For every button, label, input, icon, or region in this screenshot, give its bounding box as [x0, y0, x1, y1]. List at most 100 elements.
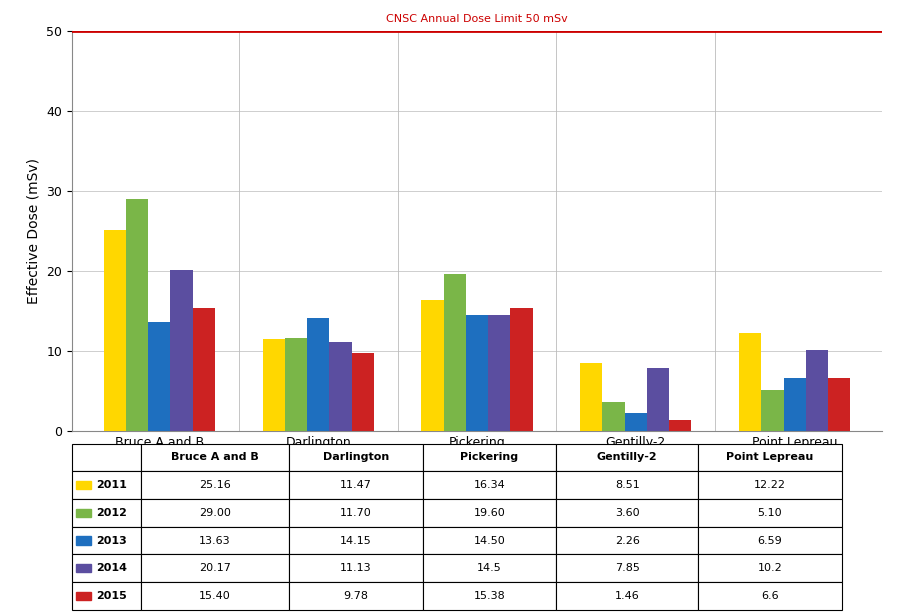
Bar — [72, 444, 141, 471]
Bar — [423, 582, 556, 610]
Text: Point Lepreau: Point Lepreau — [726, 452, 814, 463]
Bar — [76, 564, 91, 572]
Text: 7.85: 7.85 — [615, 563, 640, 573]
Bar — [170, 270, 193, 431]
Bar — [602, 402, 625, 431]
Text: 6.59: 6.59 — [758, 535, 782, 546]
Bar — [784, 378, 806, 431]
Text: 2011: 2011 — [96, 480, 127, 490]
Text: 2013: 2013 — [96, 535, 127, 546]
Text: 25.16: 25.16 — [199, 480, 230, 490]
Bar — [193, 308, 215, 431]
Bar — [444, 274, 466, 431]
Text: 29.00: 29.00 — [199, 508, 231, 518]
Bar — [289, 582, 423, 610]
Bar — [698, 499, 842, 527]
Bar — [141, 582, 289, 610]
Bar — [76, 537, 91, 545]
Bar — [307, 318, 329, 431]
Bar — [488, 315, 510, 431]
Bar — [556, 444, 698, 471]
Text: 20.17: 20.17 — [199, 563, 231, 573]
Text: Gentilly-2: Gentilly-2 — [597, 452, 658, 463]
Bar — [580, 363, 602, 431]
Bar — [141, 527, 289, 554]
Text: 10.2: 10.2 — [758, 563, 782, 573]
Text: 2014: 2014 — [96, 563, 127, 573]
Bar — [289, 444, 423, 471]
Text: 11.70: 11.70 — [340, 508, 372, 518]
Bar — [141, 499, 289, 527]
Bar — [423, 471, 556, 499]
Text: 14.50: 14.50 — [473, 535, 506, 546]
Bar — [263, 339, 284, 431]
Text: Bruce A and B: Bruce A and B — [171, 452, 259, 463]
Bar — [423, 527, 556, 554]
Bar — [625, 413, 647, 431]
Bar — [698, 444, 842, 471]
Text: 5.10: 5.10 — [758, 508, 782, 518]
Text: 11.47: 11.47 — [340, 480, 372, 490]
Bar — [466, 315, 488, 431]
Text: 11.13: 11.13 — [340, 563, 372, 573]
Bar — [423, 554, 556, 582]
Bar — [289, 527, 423, 554]
Bar — [698, 471, 842, 499]
Text: 15.38: 15.38 — [473, 591, 506, 601]
Text: 13.63: 13.63 — [199, 535, 230, 546]
Text: Pickering: Pickering — [461, 452, 518, 463]
Bar — [72, 554, 141, 582]
Text: 2015: 2015 — [96, 591, 127, 601]
Bar — [510, 308, 533, 431]
Bar — [72, 582, 141, 610]
Bar — [806, 349, 828, 431]
Text: CNSC Annual Dose Limit 50 mSv: CNSC Annual Dose Limit 50 mSv — [386, 14, 568, 25]
Bar — [556, 582, 698, 610]
Bar — [556, 471, 698, 499]
Bar — [423, 499, 556, 527]
Bar — [76, 481, 91, 489]
Bar — [647, 368, 670, 431]
Text: 3.60: 3.60 — [615, 508, 640, 518]
Text: 16.34: 16.34 — [473, 480, 506, 490]
Bar — [289, 554, 423, 582]
Text: 8.51: 8.51 — [615, 480, 640, 490]
Text: 2012: 2012 — [96, 508, 127, 518]
Bar — [352, 353, 374, 431]
Text: 12.22: 12.22 — [754, 480, 786, 490]
Bar — [329, 342, 352, 431]
Text: Darlington: Darlington — [323, 452, 389, 463]
Bar — [761, 391, 784, 431]
Bar — [141, 444, 289, 471]
Bar — [72, 471, 141, 499]
Bar — [76, 509, 91, 517]
Bar — [698, 527, 842, 554]
Bar — [289, 499, 423, 527]
Text: 1.46: 1.46 — [615, 591, 640, 601]
Text: 14.5: 14.5 — [477, 563, 502, 573]
Text: 9.78: 9.78 — [344, 591, 368, 601]
Bar — [556, 554, 698, 582]
Bar — [141, 471, 289, 499]
Bar — [556, 527, 698, 554]
Bar — [148, 322, 170, 431]
Text: 2.26: 2.26 — [615, 535, 640, 546]
Bar — [76, 592, 91, 600]
Bar — [72, 499, 141, 527]
Bar — [126, 199, 148, 431]
Bar — [698, 582, 842, 610]
Bar — [421, 301, 444, 431]
Bar — [289, 471, 423, 499]
Bar — [698, 554, 842, 582]
Text: 14.15: 14.15 — [340, 535, 372, 546]
Text: 15.40: 15.40 — [199, 591, 230, 601]
Bar — [72, 527, 141, 554]
Y-axis label: Effective Dose (mSv): Effective Dose (mSv) — [27, 158, 40, 304]
Text: 19.60: 19.60 — [473, 508, 506, 518]
Bar — [556, 499, 698, 527]
Bar — [739, 333, 761, 431]
Bar — [828, 378, 850, 431]
Bar — [670, 419, 691, 431]
Bar — [104, 230, 126, 431]
Bar — [284, 338, 307, 431]
